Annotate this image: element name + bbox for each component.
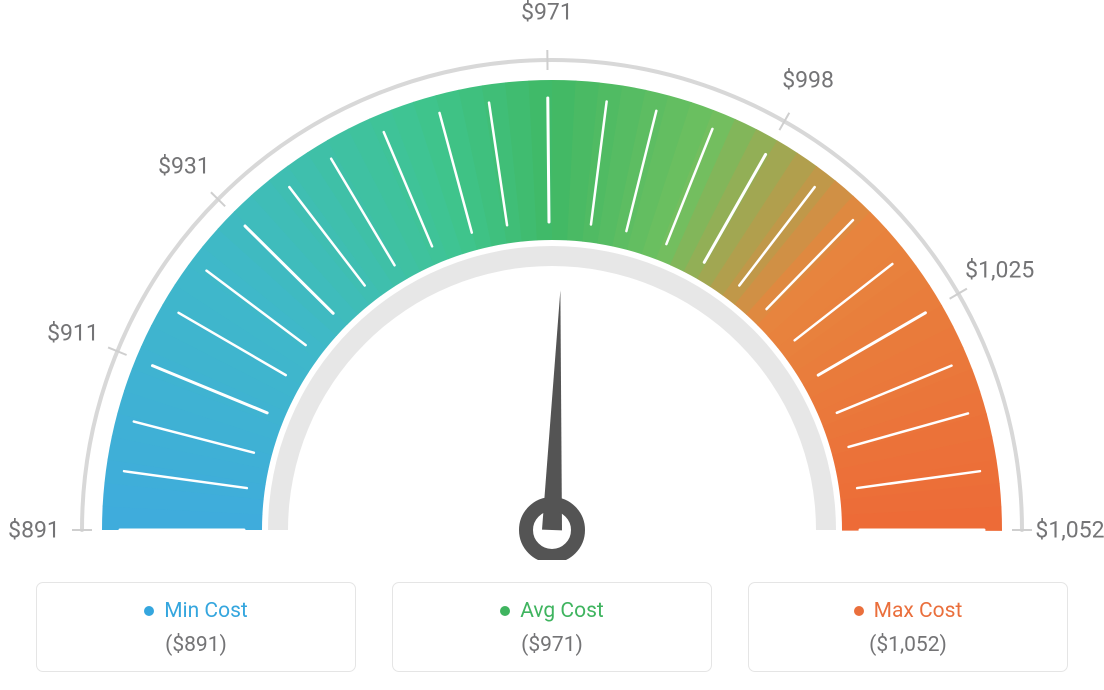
gauge-container: $891 $911 $931 $971 $998 $1,025 $1,052 [0,0,1104,560]
legend-title-avg: Avg Cost [520,599,604,623]
legend-row: Min Cost ($891) Avg Cost ($971) Max Cost ($1,… [0,582,1104,672]
legend-value-min: ($891) [37,633,355,657]
tick-label: $1,052 [1035,517,1104,544]
tick-label: $1,025 [965,256,1034,283]
legend-title-max: Max Cost [874,599,963,623]
legend-title-min: Min Cost [164,599,248,623]
tick-label: $891 [8,517,60,544]
tick-label: $971 [521,0,573,26]
legend-card-avg: Avg Cost ($971) [392,582,712,672]
tick-label: $998 [782,66,834,93]
legend-card-max: Max Cost ($1,052) [748,582,1068,672]
legend-card-min: Min Cost ($891) [36,582,356,672]
gauge-needle [542,290,562,530]
legend-value-avg: ($971) [393,633,711,657]
legend-title-row: Avg Cost [393,599,711,623]
legend-dot-avg [500,606,510,616]
major-tick-inner [548,98,549,222]
tick-label: $931 [158,152,210,179]
gauge-svg [0,0,1104,560]
legend-dot-max [854,606,864,616]
legend-title-row: Max Cost [749,599,1067,623]
legend-dot-min [144,606,154,616]
legend-title-row: Min Cost [37,599,355,623]
legend-value-max: ($1,052) [749,633,1067,657]
tick-label: $911 [47,319,99,346]
